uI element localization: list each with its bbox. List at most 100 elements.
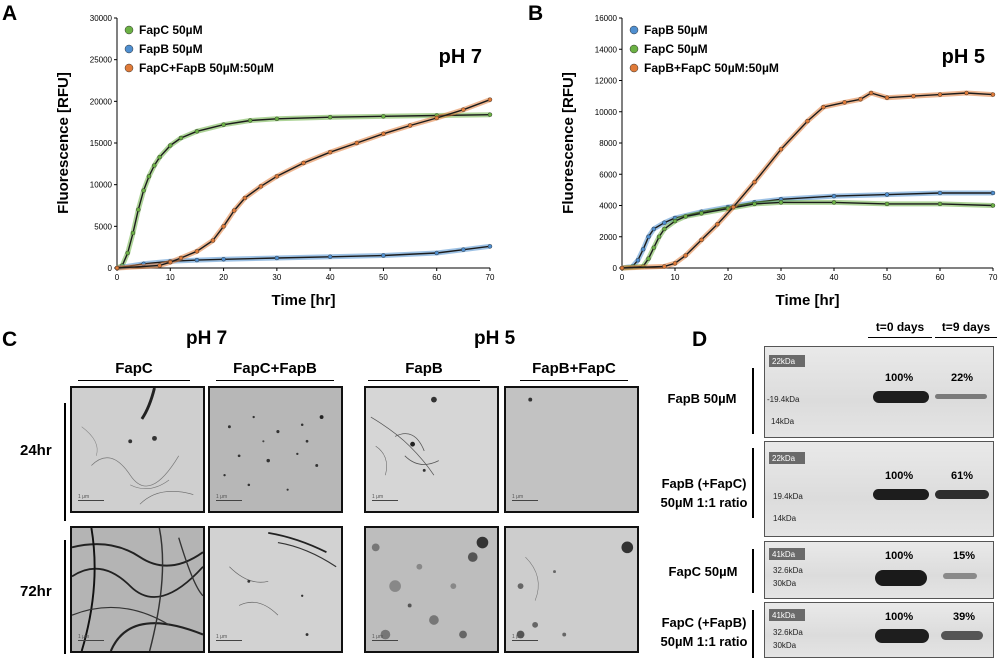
data-point (646, 256, 651, 261)
data-point (651, 226, 657, 232)
x-tick-label: 0 (115, 273, 120, 282)
data-point (258, 184, 264, 189)
y-tick-label: 0 (108, 264, 113, 273)
band-t0 (875, 629, 929, 643)
data-point (821, 104, 826, 110)
micrograph-fapb-24hr: 1 μm (364, 386, 499, 513)
scale-bar: 1 μm (372, 634, 398, 641)
x-tick-label: 20 (219, 273, 228, 282)
chart-a-ph7: 0 5000 10000 15000 20000 25000 30000 0 10 20 30 40 5… (55, 14, 495, 309)
blot4-label-line2: 50µM 1:1 ratio (660, 634, 748, 649)
micrograph-fapc-fapb-24hr: 1 μm (208, 386, 343, 513)
col-header-fapc-fapb: FapC+FapB (216, 360, 334, 381)
legend-label-2: FapC+FapB 50µM:50µM (139, 61, 274, 75)
legend-marker-0 (629, 25, 639, 35)
row-label-24hr: 24hr (20, 442, 52, 459)
data-point (831, 200, 837, 205)
col-header-fapc: FapC (78, 360, 190, 381)
data-point (752, 179, 757, 185)
data-point (752, 201, 757, 207)
data-point (354, 140, 359, 146)
data-point (461, 107, 466, 112)
micrograph-fapb-fapc-72hr: 1 μm (504, 526, 639, 653)
data-point (221, 224, 226, 229)
y-tick-label: 4000 (599, 202, 617, 211)
y-tick-label: 0 (613, 264, 618, 273)
x-axis-label: Time [hr] (272, 292, 336, 309)
data-point (327, 114, 333, 120)
data-point (381, 131, 386, 137)
data-point (327, 149, 333, 155)
y-tick-label: 10000 (595, 108, 618, 117)
data-point (248, 118, 253, 123)
data-point (884, 201, 890, 207)
data-point (487, 244, 493, 249)
scale-bar: 1 μm (372, 494, 398, 501)
data-point (274, 116, 280, 122)
pct-t0: 100% (885, 372, 914, 384)
data-point (487, 97, 493, 102)
legend-marker-0 (124, 25, 134, 35)
data-point (221, 122, 226, 127)
gel-header-t0: t=0 days (868, 320, 932, 338)
data-point (242, 195, 248, 201)
micrograph-fapc-fapb-72hr: 1 μm (208, 526, 343, 653)
legend-marker-1 (629, 44, 639, 54)
data-point (136, 207, 141, 212)
panel-label-b: B (528, 2, 544, 25)
data-point (146, 174, 152, 179)
data-point (651, 245, 657, 250)
band-t9 (935, 394, 987, 399)
data-point (168, 259, 173, 265)
x-tick-label: 70 (486, 273, 495, 282)
data-point (125, 250, 130, 256)
scale-bar: 1 μm (512, 634, 538, 641)
legend-marker-2 (629, 63, 639, 73)
x-tick-label: 70 (989, 273, 998, 282)
x-tick-label: 0 (620, 273, 625, 282)
y-tick-label: 20000 (90, 97, 113, 106)
series-line-1 (116, 245, 491, 269)
blot3-bracket (752, 549, 754, 593)
panel-label-a: A (2, 2, 18, 25)
blot4-label-line1: FapC (+FapB) (661, 615, 747, 630)
data-point (683, 214, 688, 219)
data-point (381, 253, 386, 258)
y-axis-label: Fluorescence [RFU] (560, 72, 577, 214)
marker-1: 22kDa (772, 357, 796, 366)
x-tick-label: 40 (830, 273, 839, 282)
chart-title: pH 5 (942, 46, 985, 68)
micrograph-fapb-fapc-24hr: 1 μm (504, 386, 639, 513)
data-point (640, 247, 646, 252)
panel-label-d: D (692, 328, 708, 351)
data-point (619, 265, 625, 271)
data-point (937, 190, 943, 196)
data-point (178, 135, 184, 141)
data-point (434, 250, 439, 256)
data-point (778, 200, 784, 205)
x-tick-label: 60 (936, 273, 945, 282)
y-tick-label: 6000 (599, 170, 617, 179)
x-tick-label: 10 (671, 273, 680, 282)
series-line-2 (116, 99, 491, 269)
marker-2: 32.6kDa (773, 566, 803, 575)
data-point (656, 234, 662, 239)
data-point (990, 190, 996, 196)
blot2-bracket (752, 448, 754, 518)
data-point (141, 188, 146, 193)
data-point (672, 261, 678, 266)
marker-1: 22kDa (772, 454, 796, 463)
series-band-2 (116, 97, 491, 271)
scale-bar: 1 μm (78, 634, 104, 641)
series-line-0 (116, 114, 491, 269)
y-tick-label: 14000 (595, 45, 618, 54)
data-point (487, 112, 493, 117)
pct-t9: 22% (951, 372, 974, 384)
row-divider-72hr (64, 540, 66, 654)
x-tick-label: 60 (432, 273, 441, 282)
data-point (990, 92, 996, 97)
col-header-fapb: FapB (368, 360, 480, 381)
band-t0 (873, 489, 929, 500)
band-t9 (941, 631, 983, 640)
data-point (157, 154, 162, 160)
